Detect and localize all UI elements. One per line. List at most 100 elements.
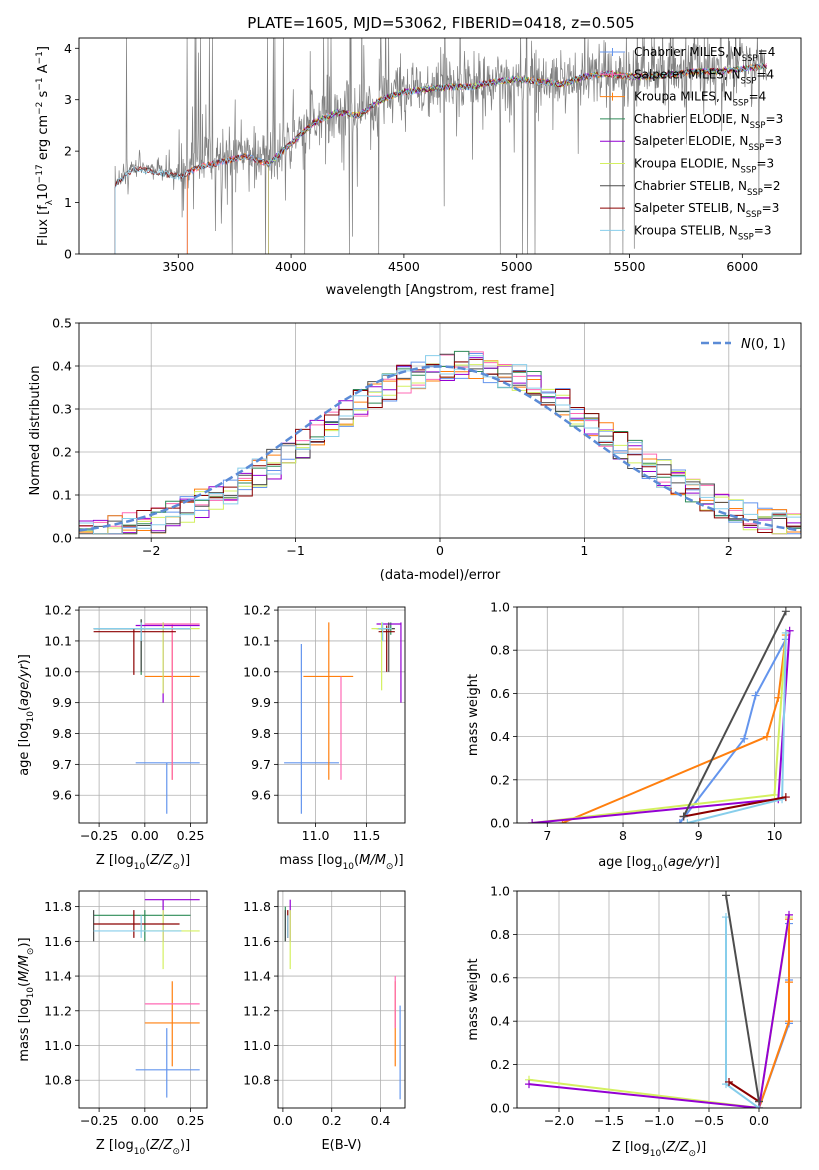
error-point	[135, 762, 200, 814]
label-part: (	[17, 706, 32, 711]
legend-suffix: =3	[762, 201, 780, 215]
legend-label: Chabrier MILES, NSSP=4	[634, 45, 775, 64]
legend-label: Chabrier STELIB, NSSP=2	[634, 179, 781, 198]
legend-sub: SSP	[746, 210, 762, 220]
label-part: ⊙	[688, 1149, 696, 1159]
x-tick-label: 9	[695, 828, 703, 843]
y-tick-label: 1	[64, 195, 72, 210]
y-tick-label: 0.2	[52, 445, 72, 460]
legend-text: Salpeter ELODIE, N	[634, 134, 748, 148]
x-tick-label: 8	[619, 828, 627, 843]
error-point	[378, 625, 395, 672]
label-part: (	[663, 855, 668, 870]
legend-sub: SSP	[742, 54, 758, 64]
label-part: A	[36, 64, 51, 77]
label-part: (	[145, 853, 150, 868]
label-part: 10	[134, 862, 146, 872]
y-tick-label: 0.2	[490, 1057, 510, 1072]
y-tick-label: 10.1	[44, 633, 72, 648]
error-point	[144, 899, 200, 942]
y-tick-label: 9.8	[52, 726, 72, 741]
label-part: 10	[343, 862, 355, 872]
error-point	[93, 619, 191, 672]
label-part: ⊙	[172, 1147, 180, 1157]
weight-marker	[781, 628, 790, 637]
legend-label: Kroupa ELODIE, NSSP=3	[634, 157, 774, 176]
x-tick-label: 0.00	[131, 828, 159, 843]
weight-marker	[740, 734, 749, 743]
error-point	[144, 623, 200, 780]
x-tick-label: 4500	[388, 259, 420, 274]
label-part: (0, 1)	[751, 337, 786, 352]
figure-title: PLATE=1605, MJD=53062, FIBERID=0418, z=0…	[247, 14, 634, 32]
label-part: )]	[180, 853, 190, 868]
y-tick-label: 10.8	[243, 1073, 271, 1088]
label-part: E(B-V)	[321, 1138, 361, 1153]
label-part: Z [log	[612, 1140, 650, 1155]
error-point	[135, 622, 200, 694]
label-part: s	[36, 90, 51, 101]
legend-sub: SSP	[747, 188, 763, 198]
legend-text: Chabrier MILES, N	[634, 45, 742, 59]
y-tick-label: 0.6	[490, 686, 510, 701]
label-part: Z/Z	[149, 853, 173, 868]
legend-suffix: =2	[763, 179, 781, 193]
label-part: Z/Z	[665, 1140, 689, 1155]
y-tick-label: 0.4	[490, 729, 510, 744]
weight-marker	[683, 819, 692, 823]
label-part: 10	[26, 987, 36, 999]
legend-text: Chabrier STELIB, N	[634, 179, 747, 193]
mass_vs_Z-frame	[78, 890, 208, 1109]
y-tick-label: 10.1	[243, 633, 271, 648]
y-axis-label: mass weight	[466, 674, 481, 756]
plot-layer: 3500 4000 4500 5000 5500 6000 0 1 2 3 4 wavelength …	[17, 37, 802, 1159]
weight-line	[758, 919, 790, 1108]
legend-text: Chabrier ELODIE, N	[634, 112, 750, 126]
y-tick-label: 11.0	[243, 1038, 271, 1053]
y-axis-label: Normed distribution	[28, 366, 43, 496]
mass_vs_EBV-axes: 0.0 0.2 0.4 10.8 11.0 11.2 11.4 11.6 11.8	[243, 891, 405, 1128]
weight-marker	[675, 819, 684, 823]
legend-suffix: =4	[758, 45, 776, 59]
weight-marker	[762, 732, 771, 741]
error-point	[93, 915, 182, 938]
y-tick-label: 0.2	[490, 772, 510, 787]
label-part: 10	[650, 1149, 662, 1159]
y-tick-label: 0.8	[490, 643, 510, 658]
x-tick-label: 1	[580, 543, 588, 558]
weight-series	[722, 891, 763, 1106]
legend-label: Chabrier ELODIE, NSSP=3	[634, 112, 783, 131]
legend-label: Kroupa STELIB, NSSP=3	[634, 223, 772, 242]
y-tick-label: 10.8	[44, 1073, 72, 1088]
age_vs_mass-axes: 11.0 11.5 9.6 9.7 9.8 9.9 10.0 10.1 10.2	[243, 603, 405, 843]
y-tick-label: 0.0	[490, 816, 510, 831]
residual-histogram	[79, 360, 801, 538]
legend-label: N(0, 1)	[741, 337, 786, 352]
legend-sub: SSP	[748, 143, 764, 153]
model-spectrum	[114, 63, 767, 254]
label-part: erg cm	[36, 115, 51, 164]
x-tick-label: 11.0	[302, 828, 330, 843]
y-axis-label: age [log10(age/yr)]	[17, 654, 36, 776]
weight-line	[728, 1081, 760, 1103]
label-part: M/M	[359, 853, 386, 868]
label-part: age/yr	[668, 855, 711, 870]
y-tick-label: 0.4	[490, 1014, 510, 1029]
label-part: Flux [f	[36, 205, 51, 246]
mass_vs_Z-axes: −0.25 0.00 0.25 10.8 11.0 11.2 11.4 11.6 11.8	[44, 891, 207, 1128]
label-part: Z [log	[96, 1138, 134, 1153]
y-tick-label: 10.0	[243, 664, 271, 679]
x-tick-label: 10	[767, 828, 783, 843]
x-tick-label: 3500	[162, 259, 194, 274]
legend-label: Salpeter STELIB, NSSP=3	[634, 201, 779, 220]
x-tick-label: −0.25	[80, 1113, 118, 1128]
label-part: −2	[35, 102, 45, 115]
label-part: )]	[710, 855, 720, 870]
label-part: mass [log	[17, 998, 32, 1061]
weight-series	[528, 628, 790, 823]
legend-sub: SSP	[750, 121, 766, 131]
x-axis-label: (data-model)/error	[380, 568, 501, 583]
legend-text: Kroupa MILES, N	[634, 90, 733, 104]
